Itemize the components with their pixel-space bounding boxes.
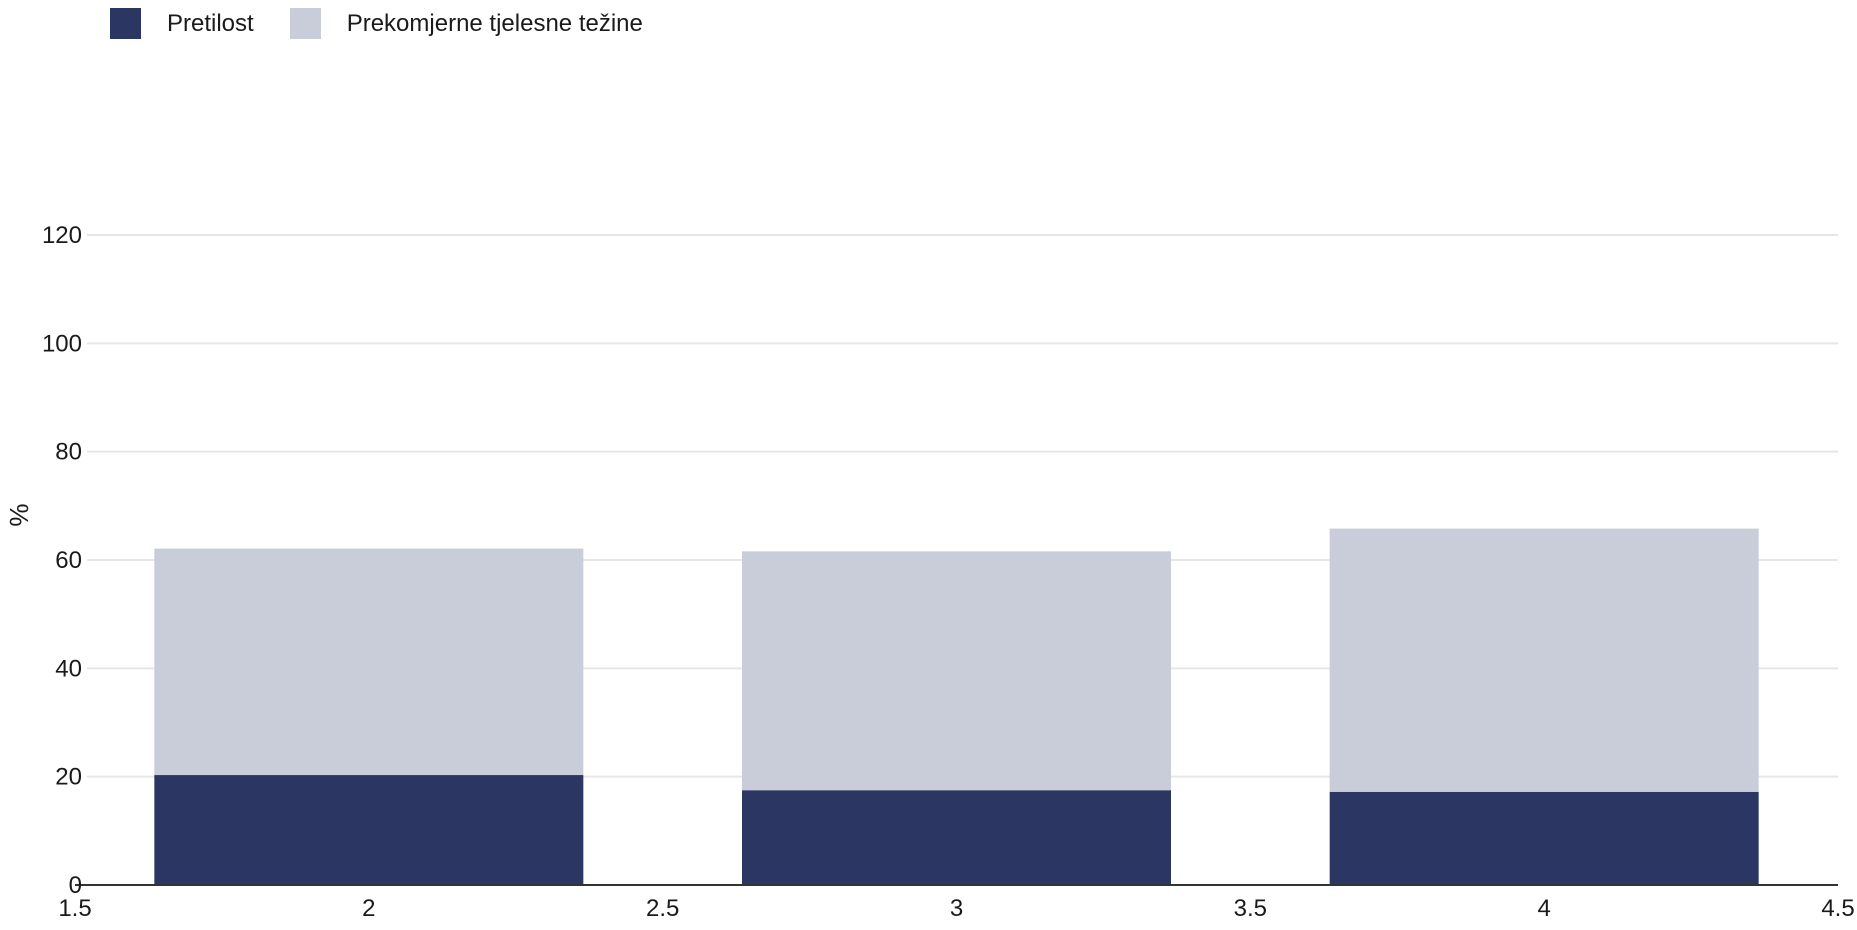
y-tick-label-120: 120 bbox=[42, 222, 82, 249]
legend: Pretilost Prekomjerne tjelesne težine bbox=[110, 8, 679, 39]
bar-pretilost-2 bbox=[154, 775, 584, 885]
y-tick-label-60: 60 bbox=[55, 547, 82, 574]
legend-item-prekomjerne[interactable]: Prekomjerne tjelesne težine bbox=[289, 8, 643, 39]
y-axis-label: % bbox=[4, 503, 34, 526]
legend-label-pretilost: Pretilost bbox=[167, 9, 254, 37]
y-tick-label-40: 40 bbox=[55, 655, 82, 682]
y-tick-label-0: 0 bbox=[69, 872, 82, 899]
bar-prekomjerne-4 bbox=[1329, 528, 1759, 792]
legend-item-pretilost[interactable]: Pretilost bbox=[110, 8, 254, 39]
y-tick-label-20: 20 bbox=[55, 764, 82, 791]
x-tick-label-3-5: 3.5 bbox=[1234, 895, 1267, 922]
x-tick-label-1-5: 1.5 bbox=[58, 895, 91, 922]
y-tick-label-100: 100 bbox=[42, 330, 82, 357]
x-tick-label-2-5: 2.5 bbox=[646, 895, 679, 922]
bar-pretilost-3 bbox=[742, 790, 1171, 885]
bar-pretilost-4 bbox=[1329, 791, 1759, 885]
x-tick-label-4-5: 4.5 bbox=[1821, 895, 1854, 922]
x-tick-label-2: 2 bbox=[362, 895, 375, 922]
x-tick-label-4: 4 bbox=[1537, 895, 1550, 922]
x-tick-label-3: 3 bbox=[950, 895, 963, 922]
bar-prekomjerne-2 bbox=[154, 548, 584, 776]
tick-labels: 0 20 40 60 80 100 120 1.5 2 2.5 3 3.5 4 4.5 bbox=[42, 222, 1855, 922]
legend-swatch-pretilost bbox=[110, 8, 141, 39]
legend-label-prekomjerne: Prekomjerne tjelesne težine bbox=[346, 9, 643, 37]
bar-prekomjerne-3 bbox=[742, 551, 1171, 791]
bars bbox=[154, 528, 1759, 885]
legend-swatch-prekomjerne bbox=[289, 8, 321, 39]
y-tick-label-80: 80 bbox=[55, 439, 82, 466]
